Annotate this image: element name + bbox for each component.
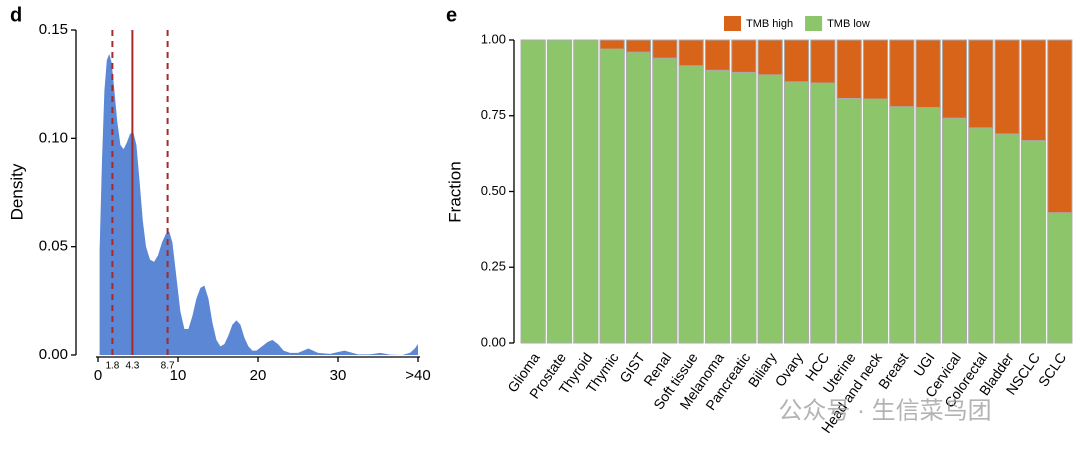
bar-segment	[599, 39, 625, 50]
y-tick-label: 0.05	[39, 238, 68, 255]
bar-segment	[862, 98, 889, 344]
bar-segment	[915, 107, 941, 344]
reference-label: 1.8	[105, 361, 119, 372]
bar-segment	[678, 65, 704, 344]
bar-segment	[994, 133, 1020, 344]
y-tick-label: 0.75	[481, 107, 506, 122]
legend-swatch	[724, 16, 741, 31]
bar-segment	[652, 57, 678, 344]
bar-segment	[968, 39, 994, 129]
bar-segment	[810, 82, 836, 344]
bar-segment	[757, 74, 783, 344]
bar-segment	[968, 127, 994, 344]
bar-segment	[1020, 140, 1047, 344]
bar-segment	[625, 51, 652, 344]
bar-segment	[731, 71, 757, 344]
bar-segment	[599, 48, 625, 344]
bar-segment	[941, 39, 968, 119]
bar-segment	[520, 39, 546, 344]
x-tick-label: >40	[405, 367, 430, 384]
bar-segment	[731, 39, 757, 73]
bar-segment	[573, 39, 599, 344]
y-axis-label: Density	[7, 163, 26, 220]
bar-segment	[889, 106, 915, 344]
reference-label: 4.3	[125, 361, 139, 372]
legend-swatch	[805, 16, 823, 31]
y-tick-label: 1.00	[481, 31, 506, 46]
bar-segment	[625, 39, 652, 53]
bar-segment	[704, 39, 731, 71]
bar-segment	[1047, 39, 1073, 214]
legend-label: TMB low	[827, 18, 870, 30]
y-tick-label: 0.15	[39, 21, 68, 38]
bar-segment	[862, 39, 889, 100]
watermark: 公众号 · 生信菜鸟团	[778, 397, 991, 424]
y-tick-label: 0.50	[481, 183, 506, 198]
bar-segment	[915, 39, 941, 109]
y-tick-label: 0.25	[481, 259, 506, 274]
bar-segment	[836, 39, 862, 99]
bar-segment	[994, 39, 1020, 135]
bar-segment	[704, 69, 731, 344]
y-tick-label: 0.10	[39, 129, 68, 146]
bar-segment	[783, 81, 810, 344]
bar-segment	[836, 97, 862, 344]
bar-segment	[889, 39, 915, 108]
bar-segment	[810, 39, 836, 84]
bar-segment	[678, 39, 704, 67]
bar-segment	[1020, 39, 1047, 142]
panel-label: e	[446, 4, 457, 26]
bar-segment	[1047, 212, 1073, 344]
bar-segment	[783, 39, 810, 83]
bar-segment	[757, 39, 783, 76]
x-tick-label: 20	[250, 367, 267, 384]
x-tick-label: 10	[170, 367, 187, 384]
x-tick-label: 30	[330, 367, 347, 384]
y-axis-label: Fraction	[445, 161, 464, 222]
x-tick-label: 0	[94, 367, 102, 384]
bar-segment	[941, 117, 968, 344]
y-tick-label: 0.00	[481, 334, 506, 349]
panel-label: d	[10, 4, 22, 26]
legend-label: TMB high	[746, 18, 793, 30]
y-tick-label: 0.00	[39, 346, 68, 363]
bar-segment	[652, 39, 678, 59]
reference-label: 8.7	[161, 361, 175, 372]
bar-segment	[546, 39, 573, 344]
